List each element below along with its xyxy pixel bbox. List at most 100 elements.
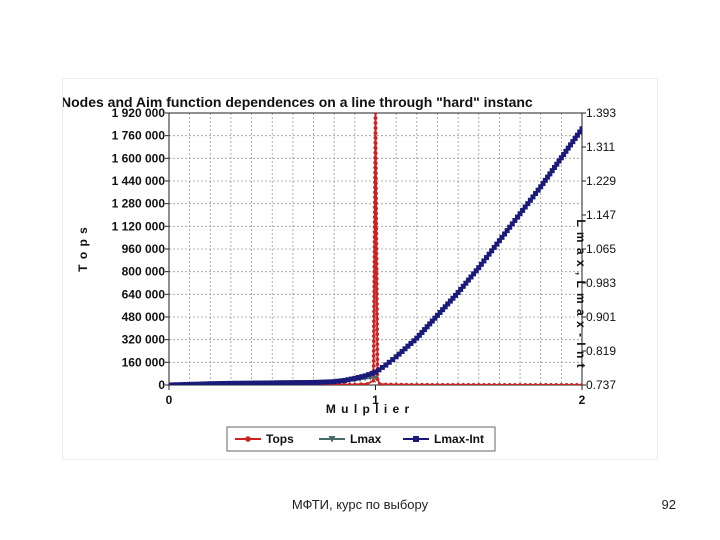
marker-tops-160 — [445, 382, 450, 385]
marker-lmax-int-89 — [476, 265, 482, 271]
marker-tops-132 — [375, 307, 379, 311]
marker-lmax-int-13 — [220, 381, 226, 385]
marker-lmax-int-125 — [565, 145, 571, 151]
marker-tops-159 — [440, 382, 445, 385]
marker-tops-149 — [389, 382, 393, 385]
marker-lmax-int-60 — [399, 348, 405, 354]
marker-lmax-int-128 — [572, 135, 578, 141]
footer-text: МФТИ, курс по выбору — [291, 497, 429, 512]
marker-lmax-int-117 — [547, 171, 553, 177]
marker-tops-51 — [372, 319, 376, 324]
marker-lmax-int-130 — [577, 129, 582, 135]
marker-lmax-int-119 — [551, 164, 557, 170]
marker-tops-99 — [373, 141, 378, 145]
marker-tops-182 — [559, 383, 564, 385]
marker-tops-109 — [374, 191, 378, 196]
marker-lmax-int-28 — [282, 380, 288, 385]
marker-lmax-int-35 — [311, 380, 317, 385]
marker-lmax-int-101 — [507, 224, 513, 230]
marker-lmax-int-91 — [481, 258, 487, 264]
marker-tops-100 — [373, 146, 378, 150]
marker-lmax-int-27 — [278, 380, 284, 385]
marker-lmax-int-51 — [369, 370, 375, 376]
marker-lmax-int-109 — [527, 197, 533, 203]
marker-tops-37 — [359, 382, 363, 385]
marker-lmax-int-61 — [402, 346, 408, 352]
marker-lmax-int-110 — [530, 194, 536, 200]
marker-lmax-int-39 — [327, 379, 333, 385]
marker-lmax-int-43 — [342, 377, 348, 383]
marker-tops-49 — [372, 329, 376, 333]
right-axis-ticks: 0.737 0.819 0.901 0.983 1.065 1.147 1.229 1.311… — [582, 106, 616, 392]
right-tick-label-6: 1.229 — [586, 174, 616, 188]
marker-tops-148 — [384, 382, 388, 385]
legend-marker-lmax-int — [413, 436, 419, 442]
left-tick-label-4: 640 000 — [122, 287, 166, 301]
marker-lmax-int-64 — [411, 338, 417, 344]
x-tick-label-2: 2 — [579, 393, 586, 407]
marker-tops-172 — [507, 383, 512, 385]
marker-lmax-int-36 — [315, 379, 321, 385]
right-tick-label-4: 1.065 — [586, 242, 616, 256]
marker-tops-52 — [372, 314, 376, 319]
page-number: 92 — [661, 497, 676, 512]
left-tick-label-7: 1 120 000 — [112, 219, 166, 233]
marker-tops-136 — [375, 327, 379, 331]
right-tick-label-1: 0.819 — [586, 344, 616, 358]
marker-tops-155 — [420, 382, 424, 385]
marker-lmax-int-55 — [383, 362, 389, 368]
marker-lmax-int-69 — [424, 324, 430, 330]
marker-tops-169 — [492, 383, 497, 385]
marker-lmax-int-73 — [434, 312, 440, 318]
marker-tops-36 — [353, 382, 357, 385]
legend-item-tops: Tops — [235, 432, 294, 446]
marker-tops-162 — [456, 382, 460, 385]
marker-lmax-int-100 — [504, 228, 510, 234]
marker-lmax-int-20 — [249, 380, 255, 385]
marker-lmax-int-38 — [323, 379, 329, 385]
marker-tops-115 — [374, 221, 379, 226]
marker-lmax-int-25 — [269, 380, 275, 385]
legend-items: Tops Lmax Lmax-Int — [235, 432, 484, 446]
marker-tops-164 — [466, 383, 471, 385]
x-tick-label-1: 1 — [372, 393, 379, 407]
marker-tops-44 — [371, 354, 376, 358]
marker-tops-167 — [482, 383, 486, 385]
marker-lmax-int-54 — [379, 364, 385, 370]
marker-lmax-int-22 — [257, 380, 263, 385]
right-tick-label-7: 1.311 — [586, 140, 615, 154]
marker-tops-104 — [374, 166, 378, 171]
marker-lmax-int-29 — [286, 380, 292, 385]
marker-lmax-int-7 — [195, 381, 201, 385]
marker-tops-158 — [435, 382, 440, 385]
marker-lmax-int-40 — [331, 379, 337, 385]
marker-tops-184 — [569, 383, 574, 385]
left-tick-label-12: 1 920 000 — [112, 106, 166, 120]
right-tick-label-2: 0.901 — [586, 310, 616, 324]
left-tick-label-11: 1 760 000 — [112, 129, 166, 143]
legend-label-tops: Tops — [266, 432, 294, 446]
marker-tops-134 — [375, 317, 379, 321]
marker-tops-118 — [374, 236, 379, 241]
marker-lmax-int-124 — [563, 148, 569, 154]
marker-lmax-int-2 — [174, 382, 180, 385]
marker-lmax-int-75 — [440, 307, 446, 313]
marker-lmax-39 — [367, 376, 373, 381]
chart-panel: Nodes and Aim function dependences on a … — [62, 78, 658, 460]
marker-lmax-int-16 — [232, 380, 238, 385]
marker-lmax-int-127 — [570, 139, 576, 145]
marker-lmax-int-112 — [535, 187, 541, 193]
marker-tops-103 — [374, 161, 378, 166]
marker-lmax-int-34 — [306, 380, 312, 385]
right-tick-label-8: 1.393 — [586, 106, 616, 120]
marker-tops-35 — [347, 382, 352, 385]
marker-tops-110 — [374, 196, 378, 201]
marker-lmax-int-11 — [211, 381, 217, 385]
chart-legend: Tops Lmax Lmax-Int — [226, 426, 496, 452]
marker-lmax-int-106 — [520, 207, 526, 213]
chart-title: Nodes and Aim function dependences on a … — [63, 94, 533, 110]
marker-tops-45 — [371, 349, 376, 353]
marker-lmax-int-21 — [253, 380, 259, 385]
marker-lmax-int-15 — [228, 380, 234, 385]
marker-tops-151 — [399, 382, 404, 385]
